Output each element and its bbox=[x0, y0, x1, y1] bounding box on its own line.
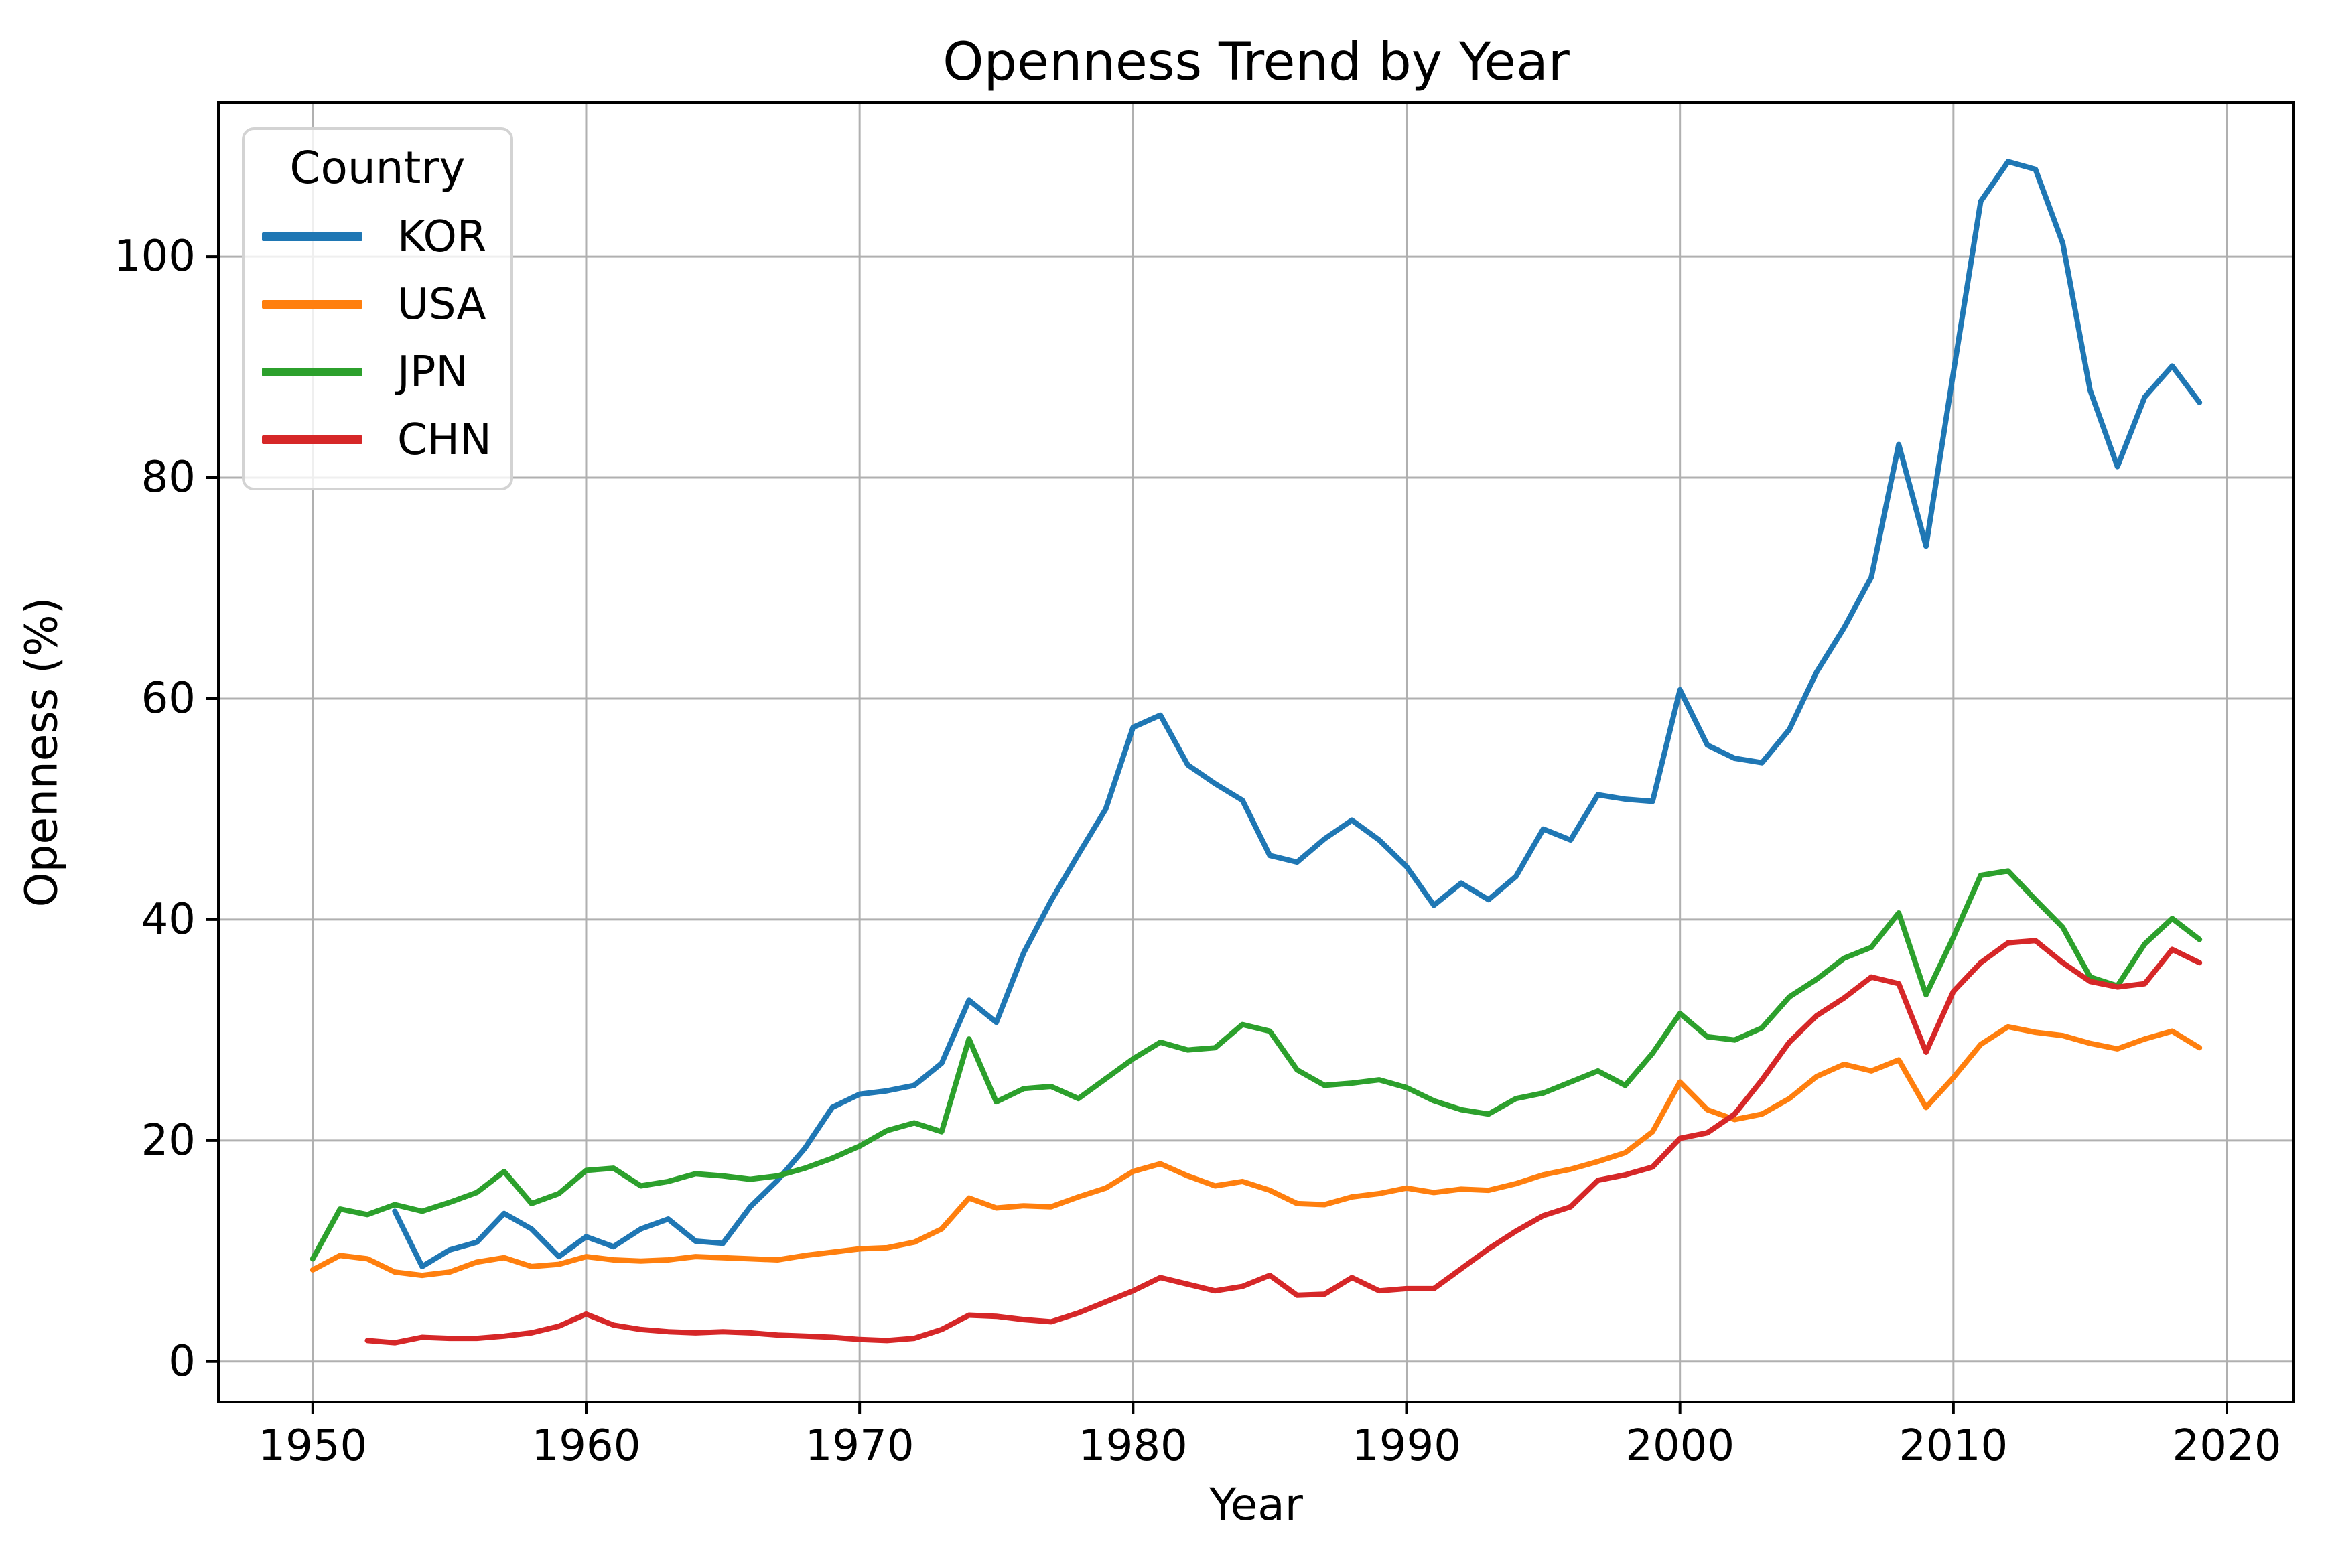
y-tick-label: 20 bbox=[141, 1115, 196, 1165]
legend-label: USA bbox=[397, 279, 486, 330]
y-tick-label: 40 bbox=[141, 894, 196, 944]
legend-swatch-usa bbox=[262, 300, 362, 309]
legend-item-usa: USA bbox=[261, 271, 494, 338]
x-tick-label: 1990 bbox=[1352, 1421, 1461, 1471]
y-tick-label: 60 bbox=[141, 673, 196, 723]
x-axis-label: Year bbox=[1209, 1479, 1303, 1530]
series-line-chn bbox=[364, 938, 2203, 1346]
legend-item-kor: KOR bbox=[261, 203, 494, 271]
y-axis-label: Openness (%) bbox=[15, 597, 68, 908]
y-tick-label: 100 bbox=[113, 232, 196, 282]
y-tick-label: 80 bbox=[141, 453, 196, 503]
series-line-usa bbox=[310, 1023, 2203, 1279]
x-tick-label: 2020 bbox=[2172, 1421, 2282, 1471]
legend-label: KOR bbox=[397, 212, 487, 262]
legend-label: CHN bbox=[397, 415, 492, 465]
legend-swatch-jpn bbox=[262, 368, 362, 376]
legend-items: KOR USA JPN CHN bbox=[261, 203, 494, 474]
x-tick-label: 2000 bbox=[1625, 1421, 1735, 1471]
legend-title: Country bbox=[289, 142, 466, 194]
plot-border bbox=[217, 101, 2295, 1403]
series-line-jpn bbox=[310, 868, 2203, 1262]
x-tick-label: 2010 bbox=[1899, 1421, 2008, 1471]
y-tick-label: 0 bbox=[168, 1336, 196, 1386]
x-tick-label: 1960 bbox=[531, 1421, 641, 1471]
legend: Country KOR USA JPN CHN bbox=[242, 127, 513, 490]
chart-title: Openness Trend by Year bbox=[943, 32, 1570, 92]
x-tick-label: 1980 bbox=[1078, 1421, 1188, 1471]
legend-swatch-chn bbox=[262, 435, 362, 444]
legend-swatch-kor bbox=[262, 232, 362, 241]
legend-item-chn: CHN bbox=[261, 406, 494, 474]
x-tick-label: 1970 bbox=[805, 1421, 914, 1471]
series-line-kor bbox=[392, 159, 2203, 1269]
x-tick-label: 1950 bbox=[258, 1421, 368, 1471]
legend-label: JPN bbox=[397, 347, 468, 397]
legend-item-jpn: JPN bbox=[261, 338, 494, 406]
